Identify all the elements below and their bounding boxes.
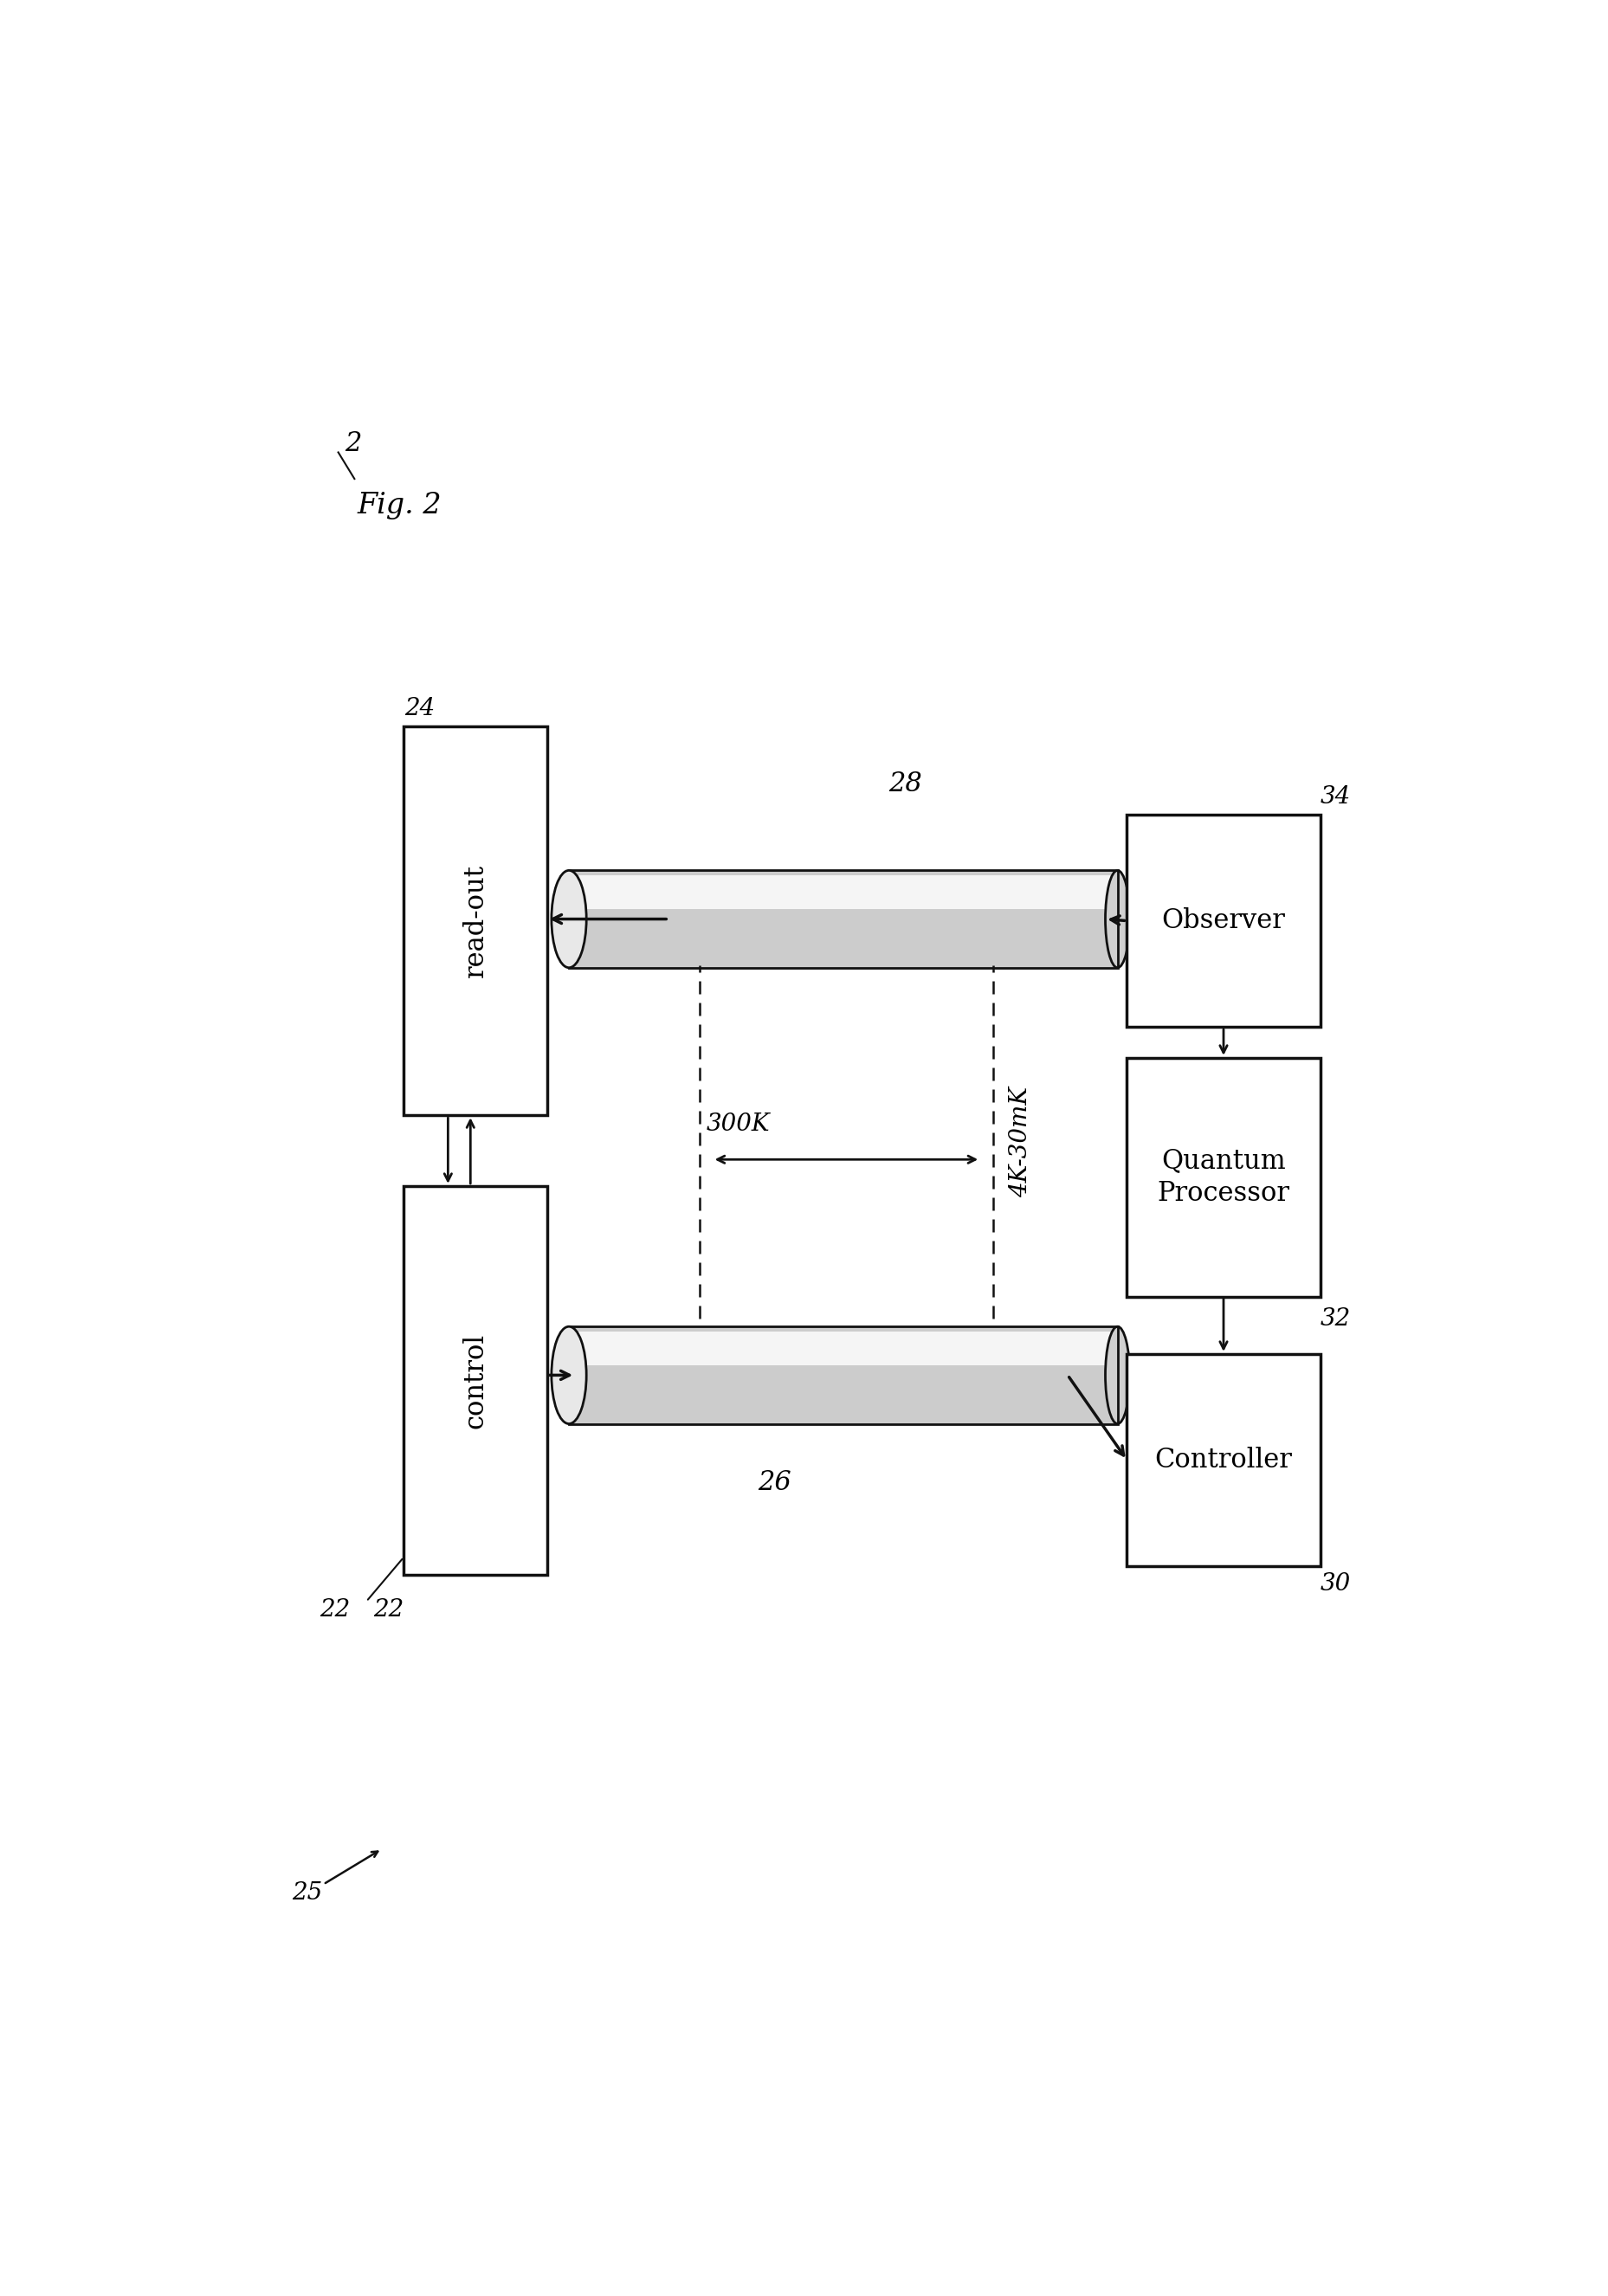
Text: 22: 22 xyxy=(373,1598,404,1621)
Text: 25: 25 xyxy=(291,1880,322,1906)
Ellipse shape xyxy=(552,870,585,967)
Bar xyxy=(569,875,1118,909)
Text: 28: 28 xyxy=(888,769,921,797)
Ellipse shape xyxy=(1105,1327,1129,1424)
Bar xyxy=(569,870,1118,967)
Text: Fig. 2: Fig. 2 xyxy=(357,491,441,519)
Text: Quantum
Processor: Quantum Processor xyxy=(1156,1148,1290,1208)
Text: 2: 2 xyxy=(344,429,362,457)
Text: read-out: read-out xyxy=(461,863,489,978)
Ellipse shape xyxy=(552,1327,585,1424)
Text: Observer: Observer xyxy=(1161,907,1285,934)
Text: 24: 24 xyxy=(404,698,434,721)
Bar xyxy=(1126,815,1320,1026)
Bar xyxy=(1126,1355,1320,1566)
Bar xyxy=(569,1332,1118,1366)
Ellipse shape xyxy=(1105,870,1129,967)
Text: 300K: 300K xyxy=(706,1114,770,1137)
Bar xyxy=(569,1327,1118,1424)
Text: 4K-30mK: 4K-30mK xyxy=(1008,1086,1032,1196)
Text: 22: 22 xyxy=(320,1598,351,1621)
Text: 30: 30 xyxy=(1320,1573,1351,1596)
Bar xyxy=(569,1327,1118,1424)
Text: 26: 26 xyxy=(757,1469,791,1495)
Text: Controller: Controller xyxy=(1155,1446,1291,1474)
Bar xyxy=(569,870,1118,967)
Text: 34: 34 xyxy=(1320,785,1351,808)
Text: control: control xyxy=(461,1332,489,1428)
Bar xyxy=(404,1187,547,1575)
Text: 32: 32 xyxy=(1320,1306,1351,1329)
Bar xyxy=(1126,1058,1320,1297)
Bar xyxy=(404,726,547,1116)
